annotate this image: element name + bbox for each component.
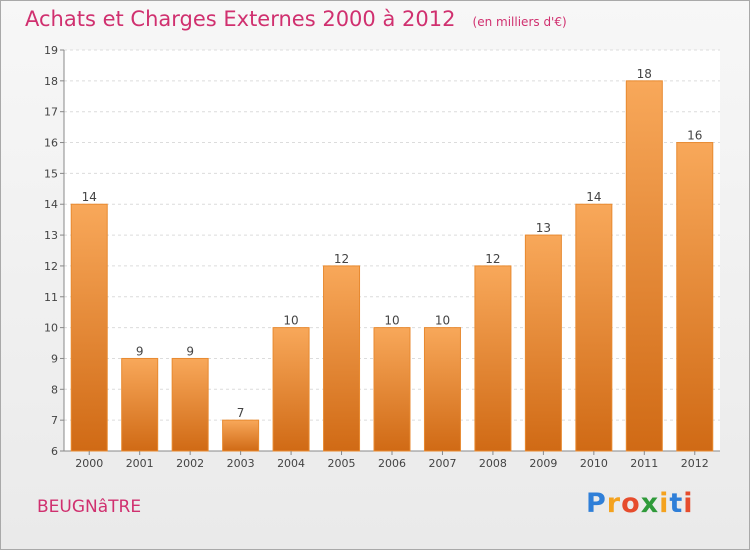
- y-tick-label: 15: [44, 167, 58, 180]
- logo-letter: i: [659, 488, 670, 519]
- bar-2008: [474, 265, 512, 452]
- bar-2002: [171, 357, 209, 452]
- bar-value-label: 7: [237, 406, 245, 420]
- bar-2001: [121, 357, 159, 452]
- y-tick-label: 7: [51, 414, 58, 427]
- x-tick-label: 2009: [529, 457, 557, 470]
- logo-letter: r: [606, 488, 622, 519]
- x-tick-label: 2010: [580, 457, 608, 470]
- bar-2012: [676, 142, 714, 452]
- y-tick-label: 9: [51, 352, 58, 365]
- bar-2000: [70, 203, 108, 452]
- chart-title: Achats et Charges Externes 2000 à 2012 (…: [25, 7, 567, 31]
- bar-value-label: 12: [485, 252, 500, 266]
- bar-value-label: 13: [536, 221, 551, 235]
- x-tick-label: 2001: [126, 457, 154, 470]
- y-tick-label: 11: [44, 291, 58, 304]
- x-tick-label: 2004: [277, 457, 305, 470]
- bar-value-label: 14: [586, 190, 601, 204]
- x-tick-label: 2002: [176, 457, 204, 470]
- y-tick-label: 18: [44, 75, 58, 88]
- bar-value-label: 10: [384, 314, 399, 328]
- bar-2004: [272, 327, 310, 452]
- y-tick-label: 19: [44, 44, 58, 57]
- y-tick-label: 13: [44, 229, 58, 242]
- bar-value-label: 10: [283, 314, 298, 328]
- y-tick-label: 10: [44, 322, 58, 335]
- proxiti-logo: Proxiti: [586, 488, 694, 519]
- bar-2011: [625, 80, 663, 452]
- y-tick-label: 14: [44, 198, 58, 211]
- bar-2009: [524, 234, 562, 452]
- bar-value-label: 16: [687, 129, 702, 143]
- y-tick-label: 6: [51, 445, 58, 458]
- chart-title-subtitle: (en milliers d'€): [472, 15, 567, 29]
- bar-value-label: 14: [82, 190, 97, 204]
- logo-letter: P: [586, 488, 607, 519]
- bar-value-label: 12: [334, 252, 349, 266]
- x-tick-label: 2006: [378, 457, 406, 470]
- x-tick-label: 2012: [681, 457, 709, 470]
- bar-2005: [323, 265, 361, 452]
- y-tick-label: 16: [44, 137, 58, 150]
- y-tick-label: 17: [44, 106, 58, 119]
- logo-letter: x: [640, 488, 660, 519]
- x-tick-label: 2011: [630, 457, 658, 470]
- x-tick-label: 2007: [428, 457, 456, 470]
- bar-2010: [575, 203, 613, 452]
- chart-title-main: Achats et Charges Externes 2000 à 2012: [25, 7, 456, 31]
- bar-value-label: 18: [637, 67, 652, 81]
- x-tick-label: 2000: [75, 457, 103, 470]
- x-tick-label: 2005: [328, 457, 356, 470]
- bar-value-label: 9: [136, 344, 144, 358]
- bar-2006: [373, 327, 411, 452]
- x-tick-label: 2003: [227, 457, 255, 470]
- logo-letter: i: [683, 488, 694, 519]
- x-tick-label: 2008: [479, 457, 507, 470]
- bar-2003: [222, 419, 260, 452]
- commune-name: BEUGNâTRE: [37, 497, 142, 517]
- y-tick-label: 8: [51, 383, 58, 396]
- y-tick-label: 12: [44, 260, 58, 273]
- bar-value-label: 9: [186, 344, 194, 358]
- bar-2007: [423, 327, 461, 452]
- logo-letter: t: [669, 488, 684, 519]
- logo-letter: o: [621, 488, 641, 519]
- bar-value-label: 10: [435, 314, 450, 328]
